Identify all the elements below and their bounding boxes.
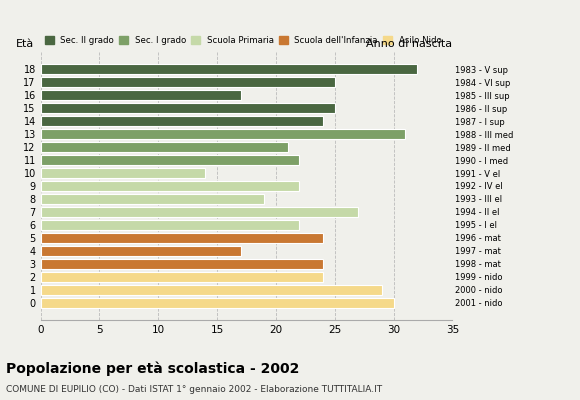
Bar — [41, 90, 241, 100]
Bar — [41, 272, 323, 282]
Bar — [41, 220, 299, 230]
Text: Popolazione per età scolastica - 2002: Popolazione per età scolastica - 2002 — [6, 362, 299, 376]
Bar — [41, 116, 323, 126]
Text: Anno di nascita: Anno di nascita — [367, 39, 452, 49]
Bar — [41, 207, 358, 217]
Bar — [41, 77, 335, 87]
Bar — [41, 155, 299, 165]
Bar — [41, 298, 394, 308]
Bar — [41, 259, 323, 269]
Bar — [41, 142, 288, 152]
Text: Età: Età — [16, 39, 34, 49]
Bar — [41, 181, 299, 191]
Bar — [41, 285, 382, 295]
Bar — [41, 64, 417, 74]
Bar — [41, 103, 335, 113]
Bar — [41, 194, 264, 204]
Text: COMUNE DI EUPILIO (CO) - Dati ISTAT 1° gennaio 2002 - Elaborazione TUTTITALIA.IT: COMUNE DI EUPILIO (CO) - Dati ISTAT 1° g… — [6, 385, 382, 394]
Bar — [41, 233, 323, 243]
Bar — [41, 129, 405, 139]
Bar — [41, 246, 241, 256]
Bar — [41, 168, 205, 178]
Legend: Sec. II grado, Sec. I grado, Scuola Primaria, Scuola dell'Infanzia, Asilo Nido: Sec. II grado, Sec. I grado, Scuola Prim… — [45, 36, 441, 45]
